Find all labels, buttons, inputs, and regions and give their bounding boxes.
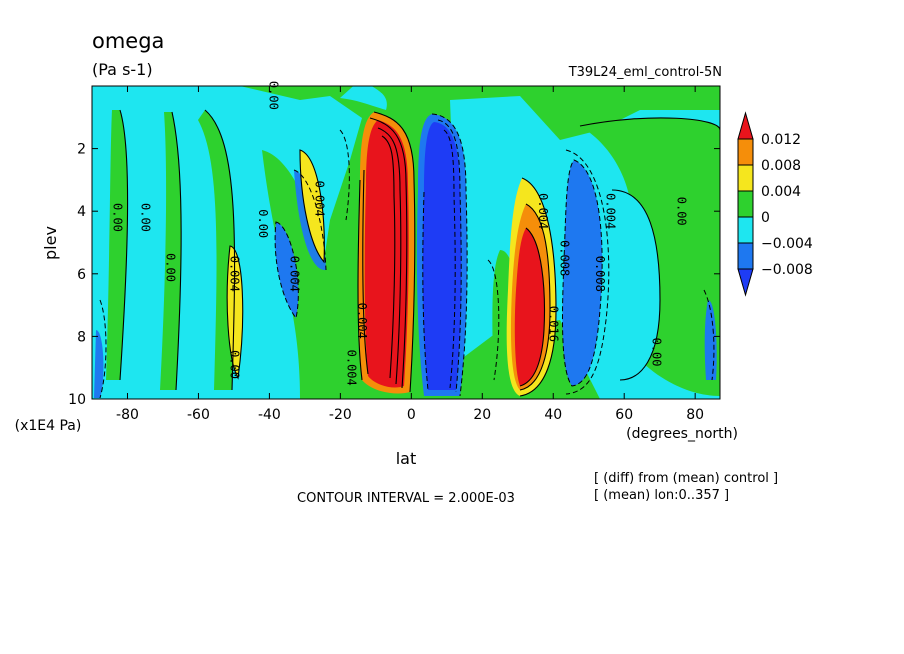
x-tick-label: 0 — [407, 407, 416, 423]
negative-cell-equator — [422, 122, 462, 390]
chart-title: omega — [92, 29, 164, 53]
colorbar-segment — [737, 242, 754, 270]
contour-label: 0.004 — [227, 256, 241, 292]
negative-cell-top — [340, 86, 387, 110]
x-tick-label: -60 — [187, 407, 210, 423]
contour-interval: CONTOUR INTERVAL = 2.000E-03 — [297, 491, 515, 506]
negative-cell-nh — [562, 160, 603, 386]
x-tick-label: 60 — [615, 407, 633, 423]
dashed-contours — [99, 113, 715, 399]
contour-labels: 0.00 0.00 0.00 0.004 0.00 0.004 0.004 0.00 0.004… — [110, 81, 688, 386]
x-tick-label: -80 — [116, 407, 139, 423]
contour-label: 0.00 — [227, 350, 241, 379]
note-diff: [ (diff) from (mean) control ] — [594, 471, 778, 486]
contour-label: 0.00 — [164, 253, 178, 282]
y-axis-label: plev — [41, 226, 60, 260]
contour-label: 0.00 — [650, 338, 664, 367]
colorbar-label: −0.008 — [761, 262, 813, 278]
positive-cell-sh-mid — [300, 150, 325, 262]
x-axis-label: lat — [396, 449, 417, 468]
x-tick-label: 80 — [686, 407, 704, 423]
contour-label: 0.00 — [256, 209, 270, 238]
positive-cell-sh-south — [227, 246, 243, 378]
colorbar-label: −0.004 — [761, 236, 813, 252]
zero-strip-c — [198, 110, 235, 390]
contour-label: 0.00 — [266, 81, 280, 110]
x-tick-label: 40 — [544, 407, 562, 423]
colorbar-segment — [737, 190, 754, 218]
colorbar-segment — [737, 216, 754, 244]
contour-label: 0.004 — [288, 256, 302, 292]
y-tick-label: 6 — [77, 267, 86, 283]
contour-label: 0.004 — [355, 303, 369, 339]
contour-label: 0.008 — [593, 256, 607, 292]
chart-units: (Pa s-1) — [92, 60, 153, 79]
x-axis-ticks: -80 -60 -40 -20 0 20 40 60 80 — [116, 86, 704, 423]
negative-cell-sh — [275, 222, 299, 318]
negative-cell-polar — [94, 330, 104, 398]
colorbar-top-arrow — [737, 111, 754, 140]
y-axis-units: (x1E4 Pa) — [15, 418, 82, 434]
colorbar-segment — [737, 164, 754, 192]
y-tick-label: 8 — [77, 329, 86, 345]
colorbar-segment — [737, 138, 754, 166]
x-axis-units: (degrees_north) — [626, 426, 738, 442]
colorbar: 0.012 0.008 0.004 0 −0.004 −0.008 — [737, 111, 813, 297]
zero-strip-b — [160, 112, 182, 390]
y-tick-label: 2 — [77, 142, 86, 158]
contour-label: 0.00 — [110, 203, 124, 232]
note-mean: [ (mean) lon:0..357 ] — [594, 488, 729, 503]
y-axis-ticks: 2 4 6 8 10 — [68, 142, 720, 408]
negative-cell-north-pole — [704, 300, 717, 380]
x-tick-label: -40 — [258, 407, 281, 423]
experiment-label: T39L24_eml_control-5N — [568, 65, 722, 80]
contour-label: 0.004 — [536, 193, 550, 229]
contour-label: 0.004 — [603, 193, 617, 229]
contour-label: 0.00 — [674, 197, 688, 226]
y-tick-label: 10 — [68, 392, 86, 408]
colorbar-bottom-arrow — [737, 268, 754, 297]
contour-label: 0.00 — [139, 203, 153, 232]
contour-label: 0.004 — [313, 181, 327, 217]
plot-frame — [91, 85, 721, 400]
colorbar-label: 0.008 — [761, 158, 801, 174]
y-tick-label: 4 — [77, 204, 86, 220]
positive-cell-equator — [364, 120, 409, 388]
zero-strip-a — [106, 110, 128, 380]
plot-area — [92, 86, 720, 399]
colorbar-label: 0.012 — [761, 132, 801, 148]
contour-label: 0.004 — [344, 350, 358, 386]
x-tick-label: -20 — [329, 407, 352, 423]
contour-label: 0.008 — [557, 240, 571, 276]
contour-label: 0.016 — [547, 306, 561, 342]
zero-strip-d — [262, 150, 341, 399]
negative-band-northeast — [607, 190, 660, 380]
x-tick-label: 20 — [473, 407, 491, 423]
colorbar-label: 0 — [761, 210, 770, 226]
solid-contours — [119, 109, 720, 397]
positive-cell-nh — [514, 228, 545, 386]
colorbar-label: 0.004 — [761, 184, 801, 200]
